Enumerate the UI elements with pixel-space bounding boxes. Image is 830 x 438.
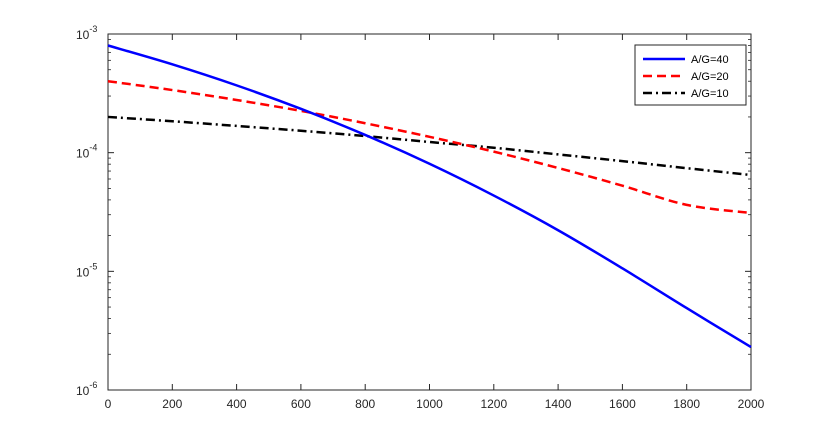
legend-label: A/G=10 bbox=[691, 88, 729, 100]
x-tick-label: 200 bbox=[162, 397, 182, 411]
legend-label: A/G=20 bbox=[691, 71, 729, 83]
x-tick-label: 600 bbox=[291, 397, 311, 411]
x-tick-label: 1600 bbox=[609, 397, 636, 411]
legend-label: A/G=40 bbox=[691, 54, 729, 66]
legend: A/G=40 A/G=20 A/G=10 bbox=[634, 44, 747, 106]
series-layer bbox=[107, 44, 752, 349]
y-tick-label: 10-4 bbox=[76, 143, 97, 161]
y-tick-exponent: -3 bbox=[89, 24, 97, 34]
y-tick-exponent: -4 bbox=[89, 143, 97, 153]
x-axis: 0 200 400 600 800 1000 1200 1400 1600 1800 2000 bbox=[105, 34, 765, 411]
y-tick-base: 10 bbox=[76, 28, 90, 42]
y-tick-base: 10 bbox=[76, 265, 90, 279]
x-tick-label: 2000 bbox=[738, 397, 765, 411]
y-tick-label: 10-3 bbox=[76, 24, 97, 42]
y-axis: 10-610-510-410-3 bbox=[76, 24, 751, 398]
x-tick-label: 400 bbox=[227, 397, 247, 411]
y-tick-exponent: -6 bbox=[89, 380, 97, 390]
x-tick-label: 1800 bbox=[673, 397, 700, 411]
x-tick-label: 1000 bbox=[416, 397, 443, 411]
x-tick-label: 1200 bbox=[480, 397, 507, 411]
x-tick-label: 1400 bbox=[545, 397, 572, 411]
y-tick-label: 10-5 bbox=[76, 261, 97, 279]
y-tick-label: 10-6 bbox=[76, 380, 97, 398]
x-tick-label: 800 bbox=[355, 397, 375, 411]
x-tick-label: 0 bbox=[105, 397, 112, 411]
y-tick-base: 10 bbox=[76, 147, 90, 161]
series-line-a-g-10 bbox=[107, 115, 752, 177]
y-tick-exponent: -5 bbox=[89, 261, 97, 271]
series-line-a-g-20 bbox=[107, 79, 752, 215]
legend-box bbox=[634, 44, 747, 106]
series-line-a-g-40 bbox=[107, 44, 752, 349]
y-tick-base: 10 bbox=[76, 384, 90, 398]
